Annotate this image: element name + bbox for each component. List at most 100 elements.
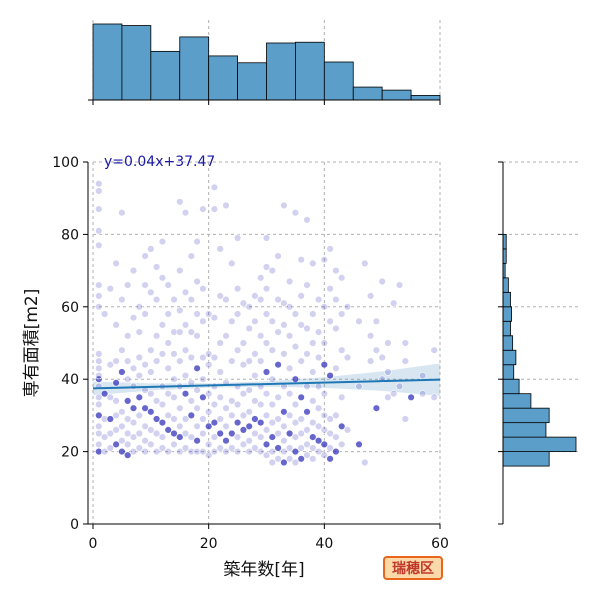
scatter-point: [210, 205, 219, 213]
scatter-point: [280, 321, 288, 329]
scatter-point: [268, 375, 276, 383]
scatter-point: [147, 245, 155, 253]
regression-line-group: [92, 378, 441, 390]
scatter-point: [193, 447, 201, 456]
scatter-point: [152, 357, 161, 365]
scatter-point: [193, 404, 201, 412]
scatter-point: [297, 415, 305, 423]
x-tick-label: 0: [89, 536, 98, 552]
scatter-point: [228, 317, 236, 325]
x-tick-label: 20: [200, 536, 218, 552]
scatter-point: [233, 346, 242, 354]
scatter-point: [106, 429, 115, 438]
scatter-point: [274, 328, 282, 336]
scatter-point: [309, 339, 317, 347]
scatter-point: [123, 415, 132, 423]
scatter-point: [228, 397, 236, 405]
scatter-point: [112, 321, 120, 329]
scatter-point: [95, 187, 103, 195]
scatter-point: [181, 371, 190, 380]
scatter-point: [320, 411, 328, 420]
scatter-point: [95, 393, 103, 401]
scatter-point: [222, 295, 230, 304]
scatter-point: [112, 379, 120, 387]
scatter-point: [187, 411, 196, 420]
x-hist-bar: [410, 95, 441, 101]
scatter-point: [95, 364, 103, 372]
x-hist-bar: [237, 62, 267, 101]
scatter-point: [355, 382, 363, 391]
scatter-point: [95, 303, 103, 311]
scatter-point: [199, 429, 207, 438]
scatter-point: [147, 440, 155, 449]
scatter-point: [187, 353, 196, 362]
scatter-point: [112, 397, 120, 405]
scatter-point: [147, 408, 155, 416]
scatter-point: [297, 292, 305, 300]
scatter-point: [309, 368, 317, 376]
scatter-point: [262, 263, 271, 271]
scatter-point: [118, 408, 126, 416]
scatter-point: [280, 350, 288, 358]
scatter-point: [418, 371, 427, 380]
scatter-point: [106, 444, 115, 452]
scatter-point: [193, 437, 201, 445]
scatter-point: [309, 310, 317, 318]
scatter-point: [285, 411, 294, 420]
scatter-point: [193, 332, 201, 340]
scatter-point: [320, 256, 328, 264]
scatter-point: [309, 433, 317, 441]
scatter-point: [193, 237, 201, 246]
scatter-point: [123, 440, 132, 449]
scatter-point: [309, 397, 317, 405]
scatter-point: [199, 415, 207, 423]
scatter-point: [199, 285, 207, 293]
scatter-point: [181, 321, 190, 329]
scatter-point: [193, 422, 201, 430]
scatter-point: [205, 451, 213, 459]
scatter-point: [239, 426, 248, 434]
scatter-point: [291, 342, 300, 351]
y-hist-bar: [502, 407, 550, 424]
scatter-point: [228, 259, 236, 268]
scatter-point: [123, 281, 132, 289]
scatter-point: [112, 440, 120, 449]
regression-confidence-band: [93, 363, 440, 396]
scatter-point: [233, 418, 242, 427]
scatter-point: [205, 408, 213, 416]
scatter-point: [338, 274, 346, 282]
scatter-point: [268, 433, 276, 441]
scatter-point: [291, 375, 300, 383]
scatter-point: [297, 444, 305, 452]
scatter-point: [199, 353, 207, 362]
scatter-point: [210, 183, 219, 192]
scatter-point: [129, 364, 138, 372]
scatter-point: [233, 310, 242, 318]
scatter-point: [332, 433, 340, 441]
scatter-point: [205, 422, 213, 430]
scatter-point: [401, 415, 409, 423]
scatter-point: [343, 303, 352, 311]
scatter-point: [210, 400, 219, 409]
scatter-point: [170, 375, 178, 383]
scatter-point: [361, 458, 369, 467]
scatter-point: [378, 277, 386, 286]
scatter-point: [239, 390, 248, 398]
scatter-point: [106, 361, 115, 369]
scatter-point: [222, 404, 230, 412]
scatter-point: [291, 209, 300, 217]
scatter-point: [262, 234, 271, 242]
x-hist-bar: [295, 41, 325, 101]
scatter-point: [222, 422, 230, 430]
scatter-point: [176, 422, 184, 430]
scatter-point: [332, 364, 340, 372]
y-hist-bar: [502, 393, 532, 409]
scatter-point: [320, 390, 328, 398]
scatter-point: [384, 368, 392, 376]
scatter-point: [239, 440, 248, 449]
scatter-point: [378, 353, 386, 362]
scatter-point: [193, 310, 201, 318]
scatter-point: [100, 447, 109, 456]
scatter-point: [251, 397, 259, 405]
scatter-point: [285, 303, 294, 311]
